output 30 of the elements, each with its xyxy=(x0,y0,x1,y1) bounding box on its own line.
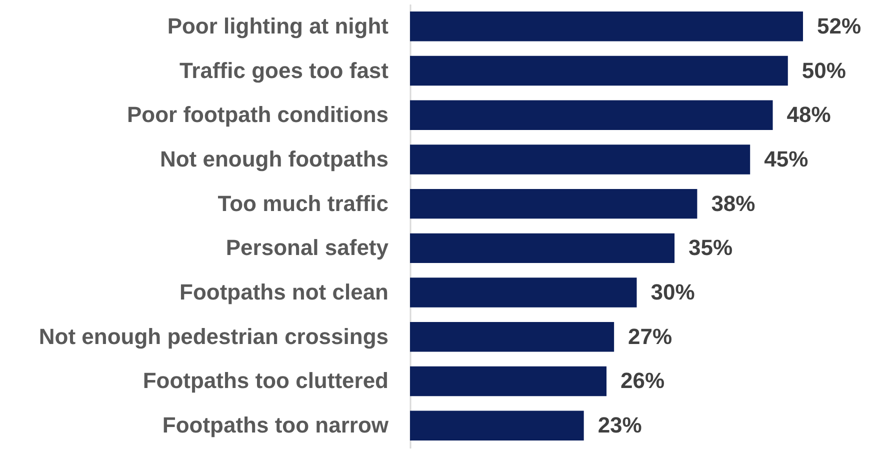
bar xyxy=(410,322,614,352)
data-label: 45% xyxy=(764,146,808,172)
y-tick-label: Footpaths too cluttered xyxy=(142,368,388,394)
data-label: 23% xyxy=(598,412,642,438)
y-tick-label: Traffic goes too fast xyxy=(179,58,390,83)
data-label: 52% xyxy=(817,13,862,38)
bar xyxy=(410,56,788,86)
y-tick-label: Not enough pedestrian crossings xyxy=(38,324,388,349)
bar xyxy=(410,188,698,219)
y-tick-label: Footpaths not clean xyxy=(180,280,388,305)
data-label: 30% xyxy=(650,280,695,305)
bar xyxy=(410,144,750,174)
bar xyxy=(410,366,606,396)
y-tick-label: Poor footpath conditions xyxy=(126,102,388,128)
y-tick-label: Not enough footpaths xyxy=(160,146,388,172)
bar xyxy=(410,278,637,308)
y-tick-label: Footpaths too narrow xyxy=(162,412,390,438)
y-tick-label: Too much traffic xyxy=(218,190,388,216)
data-label: 35% xyxy=(688,235,733,260)
bar xyxy=(410,233,675,264)
y-tick-label: Personal safety xyxy=(226,235,390,260)
bar xyxy=(410,12,803,42)
bar xyxy=(410,100,773,130)
data-label: 26% xyxy=(620,368,665,394)
data-label: 27% xyxy=(628,324,672,349)
data-label: 38% xyxy=(711,190,756,216)
data-label: 48% xyxy=(786,102,831,128)
data-label: 50% xyxy=(802,58,846,83)
y-tick-label: Poor lighting at night xyxy=(167,13,390,38)
bar xyxy=(410,410,584,440)
